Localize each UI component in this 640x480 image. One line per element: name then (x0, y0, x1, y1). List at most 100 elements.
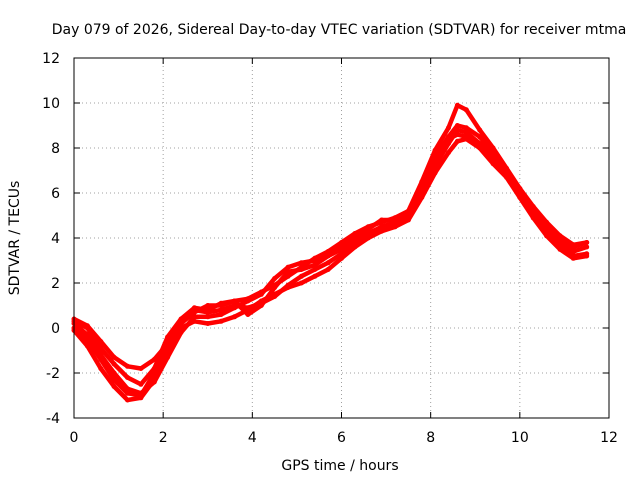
y-tick-label: 8 (51, 141, 60, 157)
y-tick-label: 0 (51, 321, 60, 337)
data-point (557, 246, 563, 252)
data-point (454, 138, 460, 144)
data-point (454, 123, 460, 128)
data-point (517, 186, 523, 191)
data-point (325, 267, 331, 272)
data-point (446, 125, 451, 131)
data-point (232, 314, 237, 320)
data-point (205, 314, 211, 320)
x-tick-label: 6 (337, 430, 346, 446)
series-line-1 (71, 103, 589, 371)
data-point (379, 217, 385, 223)
data-point (138, 393, 144, 398)
data-point (477, 143, 483, 149)
data-point (245, 312, 251, 317)
data-point (191, 305, 197, 311)
data-point (111, 354, 117, 360)
data-point (544, 233, 550, 239)
data-point (298, 260, 304, 266)
data-point (218, 300, 224, 306)
series-line-5 (71, 123, 589, 387)
data-point (446, 150, 451, 155)
y-tick-label: 12 (42, 51, 60, 67)
data-point (463, 134, 469, 140)
data-point (454, 102, 460, 108)
data-series (71, 102, 590, 403)
data-point (557, 233, 563, 239)
y-axis-label: SDTVAR / TECUs (7, 181, 23, 296)
data-point (584, 240, 590, 245)
data-point (392, 219, 398, 225)
chart-title: Day 079 of 2026, Sidereal Day-to-day VTE… (52, 22, 627, 38)
data-point (218, 318, 224, 324)
data-point (365, 231, 371, 236)
data-point (339, 251, 344, 257)
data-point (557, 240, 563, 245)
data-point (98, 357, 104, 362)
data-point (312, 267, 318, 272)
data-point (125, 397, 130, 403)
data-point (432, 154, 438, 160)
data-point (165, 334, 171, 340)
data-point (98, 345, 104, 351)
data-point (463, 107, 469, 113)
x-tick-label: 2 (159, 430, 168, 446)
data-point (570, 249, 576, 254)
y-tick-labels: -4 -2 0 2 4 6 8 10 12 (42, 51, 60, 427)
data-point (325, 253, 331, 259)
data-point (245, 305, 251, 311)
y-tick-label: -4 (46, 411, 60, 427)
data-point (463, 125, 469, 131)
data-point (312, 273, 318, 279)
x-tick-label: 8 (426, 430, 435, 446)
data-point (245, 298, 251, 304)
data-point (298, 267, 304, 272)
data-point (530, 204, 536, 209)
data-point (191, 314, 197, 320)
data-point (298, 280, 304, 286)
data-point (352, 237, 358, 243)
data-point (111, 384, 117, 389)
data-point (325, 260, 331, 266)
y-tick-label: 4 (51, 231, 60, 247)
data-point (205, 303, 211, 308)
data-point (125, 363, 130, 369)
data-point (339, 246, 344, 252)
data-point (379, 224, 385, 230)
data-point (312, 262, 318, 268)
data-point (490, 159, 496, 164)
data-point (544, 219, 550, 225)
data-point (570, 242, 576, 248)
data-point (84, 325, 90, 331)
data-point (232, 298, 237, 304)
data-point (272, 276, 278, 281)
data-point (298, 273, 304, 279)
y-tick-label: 6 (51, 186, 60, 202)
data-point (365, 226, 371, 232)
plot-frame (73, 57, 610, 419)
data-point (151, 366, 157, 371)
data-point (477, 134, 483, 140)
data-point (285, 269, 291, 275)
data-point (205, 307, 211, 313)
data-point (570, 255, 576, 261)
data-point (205, 321, 211, 326)
data-point (111, 361, 117, 367)
data-point (285, 282, 291, 288)
data-point (125, 390, 130, 396)
data-point (432, 170, 438, 176)
y-tick-label: 10 (42, 96, 60, 112)
y-tick-label: 2 (51, 276, 60, 292)
data-point (178, 316, 184, 322)
data-point (138, 366, 144, 371)
x-tick-label: 10 (511, 430, 529, 446)
data-point (218, 307, 224, 313)
data-point (584, 253, 590, 259)
data-point (490, 150, 496, 155)
x-tick-labels: 0 2 4 6 8 10 12 (70, 430, 618, 446)
data-point (218, 312, 224, 317)
data-point (258, 303, 264, 308)
data-point (285, 264, 291, 270)
y-tick-label: -2 (46, 366, 60, 382)
